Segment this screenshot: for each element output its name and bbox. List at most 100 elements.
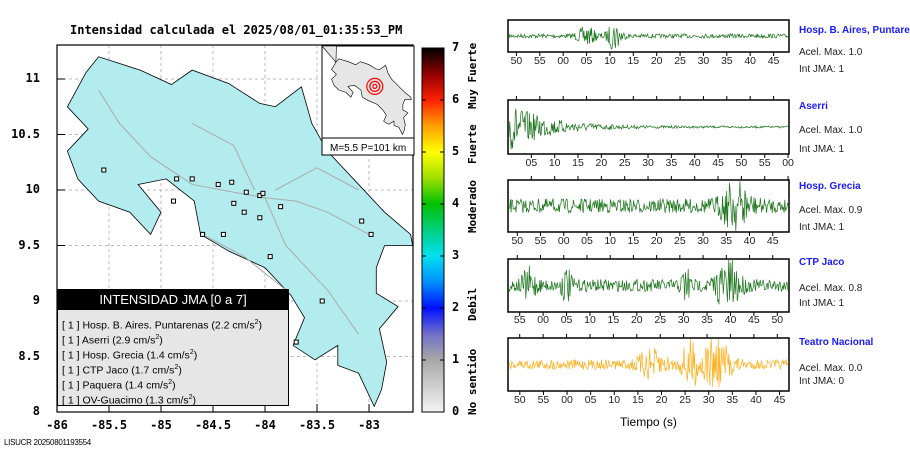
colorbar-tick-label: 6 xyxy=(452,92,460,106)
road-line xyxy=(275,167,359,191)
legend-superscript: 2 xyxy=(168,379,173,386)
legend-station: CTP Jaco (1.7 cm/s xyxy=(82,364,175,377)
y-tick-label: 9 xyxy=(32,293,40,307)
time-tick-label: 10 xyxy=(608,394,621,406)
time-tick-label: 15 xyxy=(607,314,620,326)
time-tick-label: 55 xyxy=(513,314,526,326)
legend-row: [ 1 ] Paquera (1.4 cm/s2) xyxy=(62,379,176,392)
epicenter-icon xyxy=(369,80,381,93)
waveform-trace xyxy=(508,181,789,232)
time-tick-label: 20 xyxy=(655,394,668,406)
time-tick-label: 30 xyxy=(642,157,654,169)
colorbar-category: No sentido xyxy=(466,348,479,415)
jma-intensity: Int JMA: 0 xyxy=(799,376,845,387)
legend-intensity: [ 1 ] xyxy=(62,334,82,347)
station-marker xyxy=(260,190,266,196)
max-acceleration: Acel. Max. 1.0 xyxy=(799,47,863,58)
legend-row: [ 1 ] Hosp. Grecia (1.4 cm/s2) xyxy=(62,349,198,362)
colorbar-tick-label: 4 xyxy=(452,196,460,210)
costa-rica-land xyxy=(66,56,414,408)
max-acceleration: Acel. Max. 0.8 xyxy=(799,283,863,294)
time-tick-label: 05 xyxy=(560,314,573,326)
footer-id: LISUCR 20250801193554 xyxy=(4,438,91,447)
y-tick-label: 9.5 xyxy=(18,237,40,252)
legend-station: OV-Guacimo (1.3 cm/s xyxy=(82,394,189,407)
y-tick-label: 10.5 xyxy=(11,126,40,141)
time-tick-label: 45 xyxy=(748,314,760,326)
station-marker xyxy=(170,198,176,204)
station-marker xyxy=(101,167,107,173)
time-tick-label: 00 xyxy=(537,314,549,326)
time-tick-label: 05 xyxy=(580,55,593,67)
station-marker xyxy=(174,176,180,182)
time-tick-label: 10 xyxy=(548,157,561,169)
legend-intensity: [ 1 ] xyxy=(62,349,83,362)
time-tick-label: 30 xyxy=(677,314,690,326)
legend-header: INTENSIDAD JMA [0 a 7] xyxy=(58,290,288,310)
station-marker xyxy=(368,231,374,237)
station-marker xyxy=(319,298,325,304)
legend-row: [ 1 ] Hosp. B. Aires. Puntarenas (2.2 cm… xyxy=(62,319,263,332)
colorbar-tick-label: 1 xyxy=(452,352,460,366)
station-marker xyxy=(241,209,247,215)
time-tick-label: 35 xyxy=(665,157,678,169)
time-tick-label: 05 xyxy=(525,157,538,169)
time-axis-label: Tiempo (s) xyxy=(620,415,677,429)
time-tick-label: 40 xyxy=(724,314,737,326)
colorbar-tick-label: 5 xyxy=(452,144,460,158)
colorbar-category: Debil xyxy=(466,287,479,321)
time-tick-label: 25 xyxy=(654,314,667,326)
time-tick-label: 15 xyxy=(632,394,644,406)
time-tick-label: 30 xyxy=(697,55,710,67)
time-tick-label: 15 xyxy=(572,157,584,169)
station-name: Hosp. B. Aires, Puntare xyxy=(799,25,910,36)
station-marker xyxy=(231,200,237,206)
time-tick-label: 30 xyxy=(697,235,709,247)
waveform-panel xyxy=(507,337,790,392)
colorbar-tick-label: 3 xyxy=(452,248,460,262)
colorbar-category: Muy Fuerte xyxy=(466,42,479,109)
time-tick-label: 40 xyxy=(750,394,762,406)
time-tick-label: 15 xyxy=(627,235,640,247)
colorbar-category: Fuerte xyxy=(466,123,479,164)
station-marker xyxy=(278,204,284,210)
waveform-trace xyxy=(508,26,789,50)
legend-intensity: [ 1 ] xyxy=(62,394,83,407)
y-tick-label: 11 xyxy=(25,71,40,85)
legend-superscript: 2 xyxy=(189,349,194,356)
station-marker xyxy=(267,254,273,260)
legend-row: [ 1 ] OV-Guacimo (1.3 cm/s2) xyxy=(62,394,197,407)
time-tick-label: 05 xyxy=(584,394,597,406)
time-tick-label: 40 xyxy=(743,235,756,247)
waveform-trace xyxy=(508,259,789,305)
time-tick-label: 55 xyxy=(537,394,550,406)
legend-superscript: 2 xyxy=(188,394,193,401)
time-tick-label: 00 xyxy=(557,55,569,67)
station-marker xyxy=(189,176,195,182)
y-tick-label: 8.5 xyxy=(18,348,40,363)
x-tick-label: -83 xyxy=(358,418,380,432)
legend-intensity: [ 1 ] xyxy=(62,319,83,332)
x-tick-label: -84.5 xyxy=(194,418,232,432)
time-tick-label: 25 xyxy=(674,55,686,67)
time-tick-label: 40 xyxy=(688,157,701,169)
time-tick-label: 00 xyxy=(782,157,794,169)
road-line xyxy=(191,122,256,191)
legend-station: Paquera (1.4 cm/s xyxy=(82,379,169,392)
jma-intensity: Int JMA: 1 xyxy=(799,64,845,75)
station-marker xyxy=(215,181,221,187)
legend-superscript: 2 xyxy=(174,364,179,371)
jma-intensity: Int JMA: 1 xyxy=(799,144,845,155)
station-name: Aserri xyxy=(799,101,828,112)
time-tick-label: 45 xyxy=(766,235,779,247)
legend-intensity: [ 1 ] xyxy=(62,379,83,392)
legend-station: Aserri (2.9 cm/s xyxy=(81,334,156,347)
time-tick-label: 00 xyxy=(557,235,570,247)
time-tick-label: 20 xyxy=(595,157,608,169)
time-tick-label: 35 xyxy=(726,394,739,406)
map-title: Intensidad calculada el 2025/08/01_01:35… xyxy=(70,23,403,37)
time-tick-label: 35 xyxy=(720,235,733,247)
legend-station: Hosp. Grecia (1.4 cm/s xyxy=(82,349,190,362)
time-tick-label: 50 xyxy=(771,314,784,326)
time-tick-label: 35 xyxy=(720,55,733,67)
